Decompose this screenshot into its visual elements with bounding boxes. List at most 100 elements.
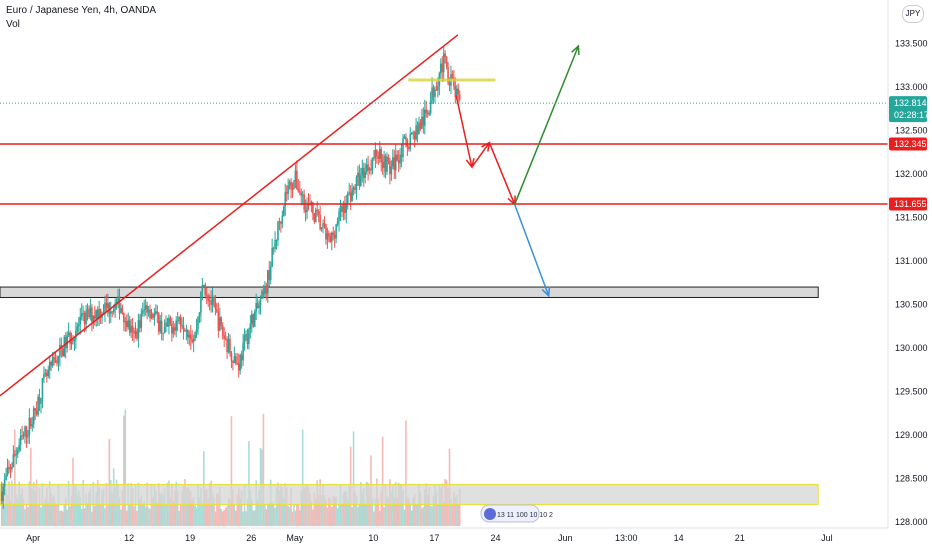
candle-body <box>96 309 99 319</box>
volume-bar <box>252 510 255 526</box>
currency-badge[interactable]: JPY <box>902 5 924 23</box>
candle-body <box>44 372 47 375</box>
volume-bar <box>63 505 66 526</box>
candle-body <box>27 434 29 438</box>
volume-bar <box>89 489 92 526</box>
candle-body <box>156 311 159 314</box>
candle-body <box>73 339 76 342</box>
volume-bar <box>253 510 256 526</box>
countdown-label: 02:28:17 <box>894 110 929 120</box>
candle-body <box>115 301 118 304</box>
candle-body <box>313 213 316 223</box>
volume-bar <box>226 505 228 526</box>
candle-body <box>425 109 428 113</box>
candle-body <box>383 155 385 168</box>
time-tick-label: 14 <box>674 533 684 543</box>
candle-body <box>351 189 353 202</box>
candle-body <box>328 233 330 237</box>
candle-body <box>159 320 162 332</box>
volume-bar <box>326 507 329 526</box>
price-axis[interactable]: 128.000 128.500 129.000 129.500 130.000 130.5… <box>895 38 928 526</box>
volume-bar <box>124 409 127 526</box>
volume-bar <box>406 496 409 526</box>
volume-bar <box>416 504 419 526</box>
candle-body <box>8 467 10 469</box>
candle-body <box>120 308 122 313</box>
indicator-label[interactable]: Vol <box>6 19 20 30</box>
volume-bar <box>95 492 98 526</box>
projection-arrow-head <box>571 44 580 56</box>
candle-body <box>203 284 205 286</box>
candle-body <box>112 309 115 313</box>
candle-body <box>182 325 185 331</box>
candle-body <box>317 211 320 215</box>
volume-bar <box>239 496 241 526</box>
volume-bar <box>79 497 82 526</box>
event-badges[interactable]: 13 11 100 10 10 2 <box>480 504 553 523</box>
symbol-title[interactable]: Euro / Japanese Yen, 4h, OANDA <box>6 5 157 16</box>
candle-body <box>67 332 70 336</box>
candlesticks <box>0 46 461 509</box>
price-tick-label: 131.000 <box>895 256 928 266</box>
volume-bar <box>298 510 301 526</box>
volume-bar <box>172 501 175 526</box>
candle-body <box>290 181 292 190</box>
time-tick-label: 19 <box>185 533 195 543</box>
candle-body <box>422 116 425 126</box>
time-axis[interactable]: Apr 12 19 26 May 10 17 24 Jun 13:00 14 21 Jul <box>26 533 833 543</box>
candle-body <box>70 339 73 344</box>
volume-bar <box>53 494 55 526</box>
candle-body <box>235 356 237 364</box>
candle-body <box>0 491 3 502</box>
volume-bar <box>246 498 249 526</box>
volume-bar <box>419 492 422 526</box>
volume-bar <box>223 510 225 526</box>
price-tick-label: 132.500 <box>895 125 928 135</box>
candle-body <box>72 339 74 342</box>
volume-bar <box>249 489 252 526</box>
projection-arrow-line <box>513 204 550 297</box>
volume-bar <box>125 510 128 526</box>
candle-body <box>172 327 175 334</box>
candle-body <box>346 193 349 204</box>
candle-body <box>211 297 214 305</box>
candle-body <box>282 206 285 216</box>
candle-body <box>287 185 289 194</box>
candle-body <box>185 329 188 332</box>
price-tick-label: 129.500 <box>895 386 928 396</box>
candle-body <box>18 444 20 451</box>
candle-body <box>163 326 166 333</box>
candle-body <box>62 348 64 356</box>
candle-body <box>165 322 167 327</box>
volume-bar <box>288 507 291 526</box>
volume-bar <box>191 500 193 526</box>
candle-body <box>143 309 146 311</box>
candle-body <box>312 202 314 214</box>
candle-body <box>371 157 374 171</box>
candle-body <box>360 175 362 186</box>
candle-body <box>12 454 15 467</box>
volume-bar <box>40 507 42 526</box>
candle-body <box>213 297 215 303</box>
volume-bar <box>204 489 207 526</box>
candle-body <box>46 372 48 377</box>
volume-bar <box>258 490 260 526</box>
volume-bar <box>309 493 311 526</box>
volume-bar <box>217 493 220 526</box>
volume-bar <box>5 489 7 526</box>
candle-body <box>448 82 451 86</box>
candle-body <box>245 334 247 336</box>
candle-body <box>237 363 240 371</box>
event-badges-bg <box>480 504 540 523</box>
candle-body <box>268 270 271 281</box>
volume-bar <box>93 505 96 526</box>
time-tick-label: 24 <box>490 533 500 543</box>
candle-body <box>149 309 151 319</box>
volume-bar <box>51 496 54 526</box>
candle-body <box>76 326 79 331</box>
candle-body <box>35 410 38 415</box>
candle-body <box>32 408 35 425</box>
candle-body <box>104 302 106 314</box>
candle-body <box>205 295 208 297</box>
